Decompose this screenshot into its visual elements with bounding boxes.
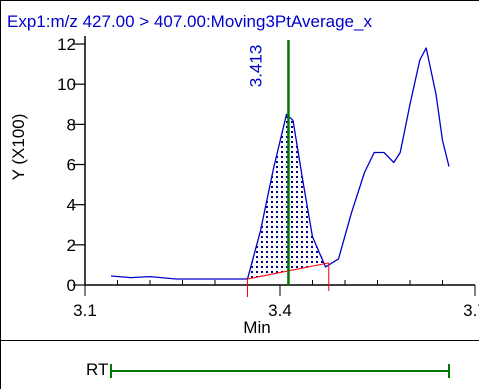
chart-title: Exp1:m/z 427.00 > 407.00:Moving3PtAverag… xyxy=(7,12,372,31)
y-ticks: 0 2 4 6 8 10 12 xyxy=(57,35,85,295)
rt-range-bar xyxy=(110,364,450,378)
series-layer xyxy=(110,47,450,280)
chromatogram-trace xyxy=(110,47,450,280)
y-axis-title: Y (X100) xyxy=(9,114,28,181)
y-tick-label: 10 xyxy=(57,75,76,94)
x-tick-label: 3.4 xyxy=(268,301,292,320)
x-tick-label: 3.1 xyxy=(73,301,97,320)
x-axis-title: Min xyxy=(243,318,270,337)
retention-time-label: 3.413 xyxy=(246,45,265,88)
x-minor-ticks xyxy=(117,280,443,285)
y-tick-label: 6 xyxy=(67,156,76,175)
y-tick-label: 2 xyxy=(67,236,76,255)
y-tick-label: 4 xyxy=(67,196,76,215)
y-tick-label: 8 xyxy=(67,115,76,134)
y-tick-label: 0 xyxy=(67,276,76,295)
x-ticks: 3.1 3.4 3.7 xyxy=(73,285,479,320)
y-tick-label: 12 xyxy=(57,35,76,54)
rt-row-label: RT xyxy=(86,360,108,379)
x-tick-label: 3.7 xyxy=(463,301,479,320)
